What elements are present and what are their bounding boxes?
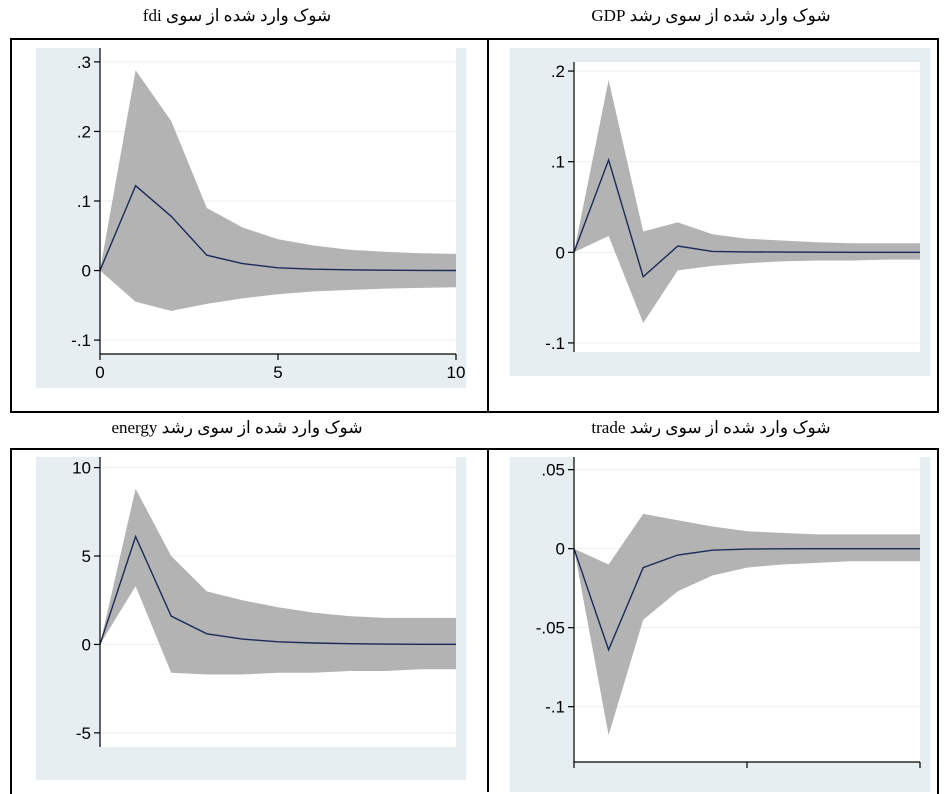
irf-line bbox=[99, 184, 457, 272]
irf-chart-energy: -5 0 5 10 bbox=[36, 457, 466, 780]
confidence-band bbox=[100, 488, 456, 675]
y-tick-label: -.05 bbox=[536, 619, 565, 638]
x-tick-label: 0 bbox=[95, 363, 104, 382]
irf-chart-gdp: -.1 0 .1 .2 bbox=[510, 48, 930, 376]
confidence-band bbox=[574, 513, 920, 736]
y-tick-label: 10 bbox=[72, 459, 91, 478]
bottom-row-divider bbox=[487, 448, 489, 792]
x-tick-label: 10 bbox=[447, 363, 466, 382]
y-tick-label: .1 bbox=[551, 153, 565, 172]
y-tick-label: -.1 bbox=[545, 698, 565, 717]
y-tick-label: .2 bbox=[551, 62, 565, 81]
y-tick-label: 0 bbox=[556, 540, 565, 559]
y-tick-label: -.1 bbox=[71, 331, 91, 350]
y-tick-label: 0 bbox=[82, 635, 91, 654]
irf-chart-trade: -.1 -.05 0 .05 bbox=[510, 457, 930, 792]
y-tick-label: 0 bbox=[82, 262, 91, 281]
y-tick-label: .3 bbox=[77, 53, 91, 72]
x-tick-label: 5 bbox=[273, 363, 282, 382]
top-row-divider bbox=[487, 38, 489, 413]
panel-title-fdi: شوک وارد شده از سوی fdi bbox=[142, 6, 332, 25]
irf-line bbox=[573, 157, 920, 279]
y-tick-label: .05 bbox=[541, 461, 565, 480]
y-tick-label: .2 bbox=[77, 122, 91, 141]
irf-chart-fdi: -.10.1.2.30 5 10 bbox=[36, 48, 466, 388]
bottom-row-frame bbox=[10, 448, 939, 794]
panel-title-trade: شوک وارد شده از سوی رشد trade bbox=[591, 418, 831, 437]
y-tick-label: .1 bbox=[77, 192, 91, 211]
irf-line bbox=[573, 548, 920, 652]
y-tick-label: -5 bbox=[76, 724, 91, 743]
y-tick-label: 0 bbox=[556, 243, 565, 262]
top-row-frame bbox=[10, 38, 939, 413]
y-tick-label: -.1 bbox=[545, 334, 565, 353]
panel-title-gdp: شوک وارد شده از سوی رشد GDP bbox=[591, 6, 831, 25]
panel-title-energy: شوک وارد شده از سوی رشد energy bbox=[111, 418, 363, 437]
irf-line bbox=[99, 534, 456, 645]
confidence-band bbox=[100, 70, 456, 311]
y-tick-label: 5 bbox=[82, 547, 91, 566]
